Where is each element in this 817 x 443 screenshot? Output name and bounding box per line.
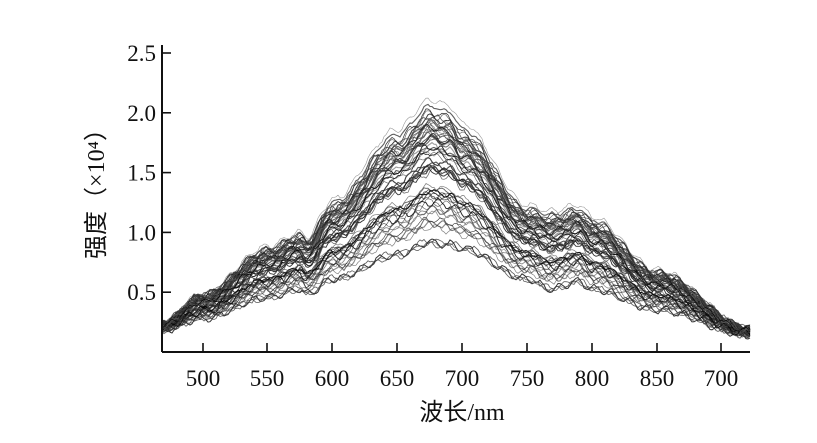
y-tick-label: 2.5 [127, 41, 156, 66]
y-tick-label: 2.0 [127, 101, 156, 126]
spectrum-line [161, 238, 751, 337]
spectrum-line [161, 197, 751, 336]
spectrum-line [161, 103, 751, 331]
y-tick-label: 1.5 [127, 161, 156, 186]
x-tick-label: 800 [575, 366, 610, 391]
spectrum-line [161, 129, 751, 334]
x-tick-label: 550 [250, 366, 285, 391]
x-tick-label: 850 [640, 366, 675, 391]
spectrum-line [161, 204, 751, 339]
spectrum-line [161, 189, 751, 336]
spectrum-line [161, 116, 751, 334]
axes [161, 45, 750, 353]
spectrum-line [161, 164, 751, 335]
x-tick-label: 750 [510, 366, 545, 391]
spectrum-line [161, 241, 751, 338]
x-tick-label: 500 [186, 366, 221, 391]
spectrum-line [161, 241, 751, 339]
y-tick-label: 1.0 [127, 220, 156, 245]
ticks: 0.5 1.0 1.5 2.0 2.5 500 550 600 650 700 750 800 850 7… [127, 41, 738, 391]
x-tick-label: 600 [315, 366, 350, 391]
spectrum-line [161, 189, 751, 335]
spectrum-line [161, 117, 751, 333]
x-tick-label: 650 [380, 366, 415, 391]
spectrum-line [161, 146, 751, 334]
spectrum-line [161, 156, 751, 335]
spectrum-line [161, 141, 751, 335]
spectrum-line [161, 220, 751, 338]
x-axis-title: 波长/nm [419, 399, 505, 426]
spectrum-line [161, 161, 751, 335]
spectrum-line [161, 151, 751, 335]
x-tick-label: 700 [445, 366, 480, 391]
y-axis-title: 强度（×10⁴） [83, 117, 110, 259]
x-tick-label: 700 [704, 366, 739, 391]
series-layer [161, 97, 751, 340]
y-tick-label: 0.5 [127, 280, 156, 305]
spectrum-line [161, 216, 751, 337]
spectrum-line [161, 151, 751, 333]
